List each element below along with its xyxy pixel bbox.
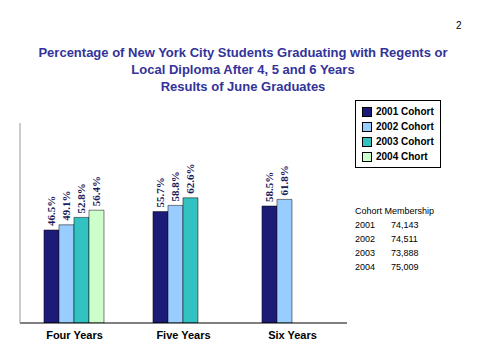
- svg-text:56.4%: 56.4%: [90, 176, 102, 206]
- html-text:2003 Cohort: 2003 Cohort: [376, 136, 434, 147]
- html-text:73,888: 73,888: [391, 248, 419, 258]
- svg-text:49.1%: 49.1%: [60, 191, 72, 221]
- html-text:75,009: 75,009: [391, 262, 419, 272]
- svg-text:62.6%: 62.6%: [184, 164, 196, 194]
- html-text:2: 2: [456, 20, 462, 31]
- html-text:2001: 2001: [355, 220, 375, 230]
- html-text:74,143: 74,143: [391, 220, 419, 230]
- svg-text:58.8%: 58.8%: [169, 171, 181, 201]
- html-text:Cohort Membership: Cohort Membership: [355, 206, 434, 216]
- html-text:2003: 2003: [355, 248, 375, 258]
- svg-text:Five Years: Five Years: [156, 329, 210, 341]
- svg-text:61.8%: 61.8%: [278, 165, 290, 195]
- svg-text:52.8%: 52.8%: [75, 183, 87, 213]
- html-text:2002: 2002: [355, 234, 375, 244]
- svg-text:58.5%: 58.5%: [263, 172, 275, 202]
- svg-text:Six Years: Six Years: [268, 329, 317, 341]
- svg-text:Four Years: Four Years: [46, 329, 103, 341]
- html-text:2004: 2004: [355, 262, 375, 272]
- html-text:74,511: 74,511: [391, 234, 418, 244]
- html-text:Percentage of New York City St: Percentage of New York City Students Gra…: [38, 45, 448, 77]
- svg-text:55.7%: 55.7%: [154, 177, 166, 207]
- html-text:2004 Chort: 2004 Chort: [376, 151, 428, 162]
- svg-text:46.5%: 46.5%: [45, 196, 57, 226]
- html-text:2001 Cohort: 2001 Cohort: [376, 106, 434, 117]
- html-text:2002 Cohort: 2002 Cohort: [376, 121, 434, 132]
- html-text:Results of June Graduates: Results of June Graduates: [160, 79, 326, 94]
